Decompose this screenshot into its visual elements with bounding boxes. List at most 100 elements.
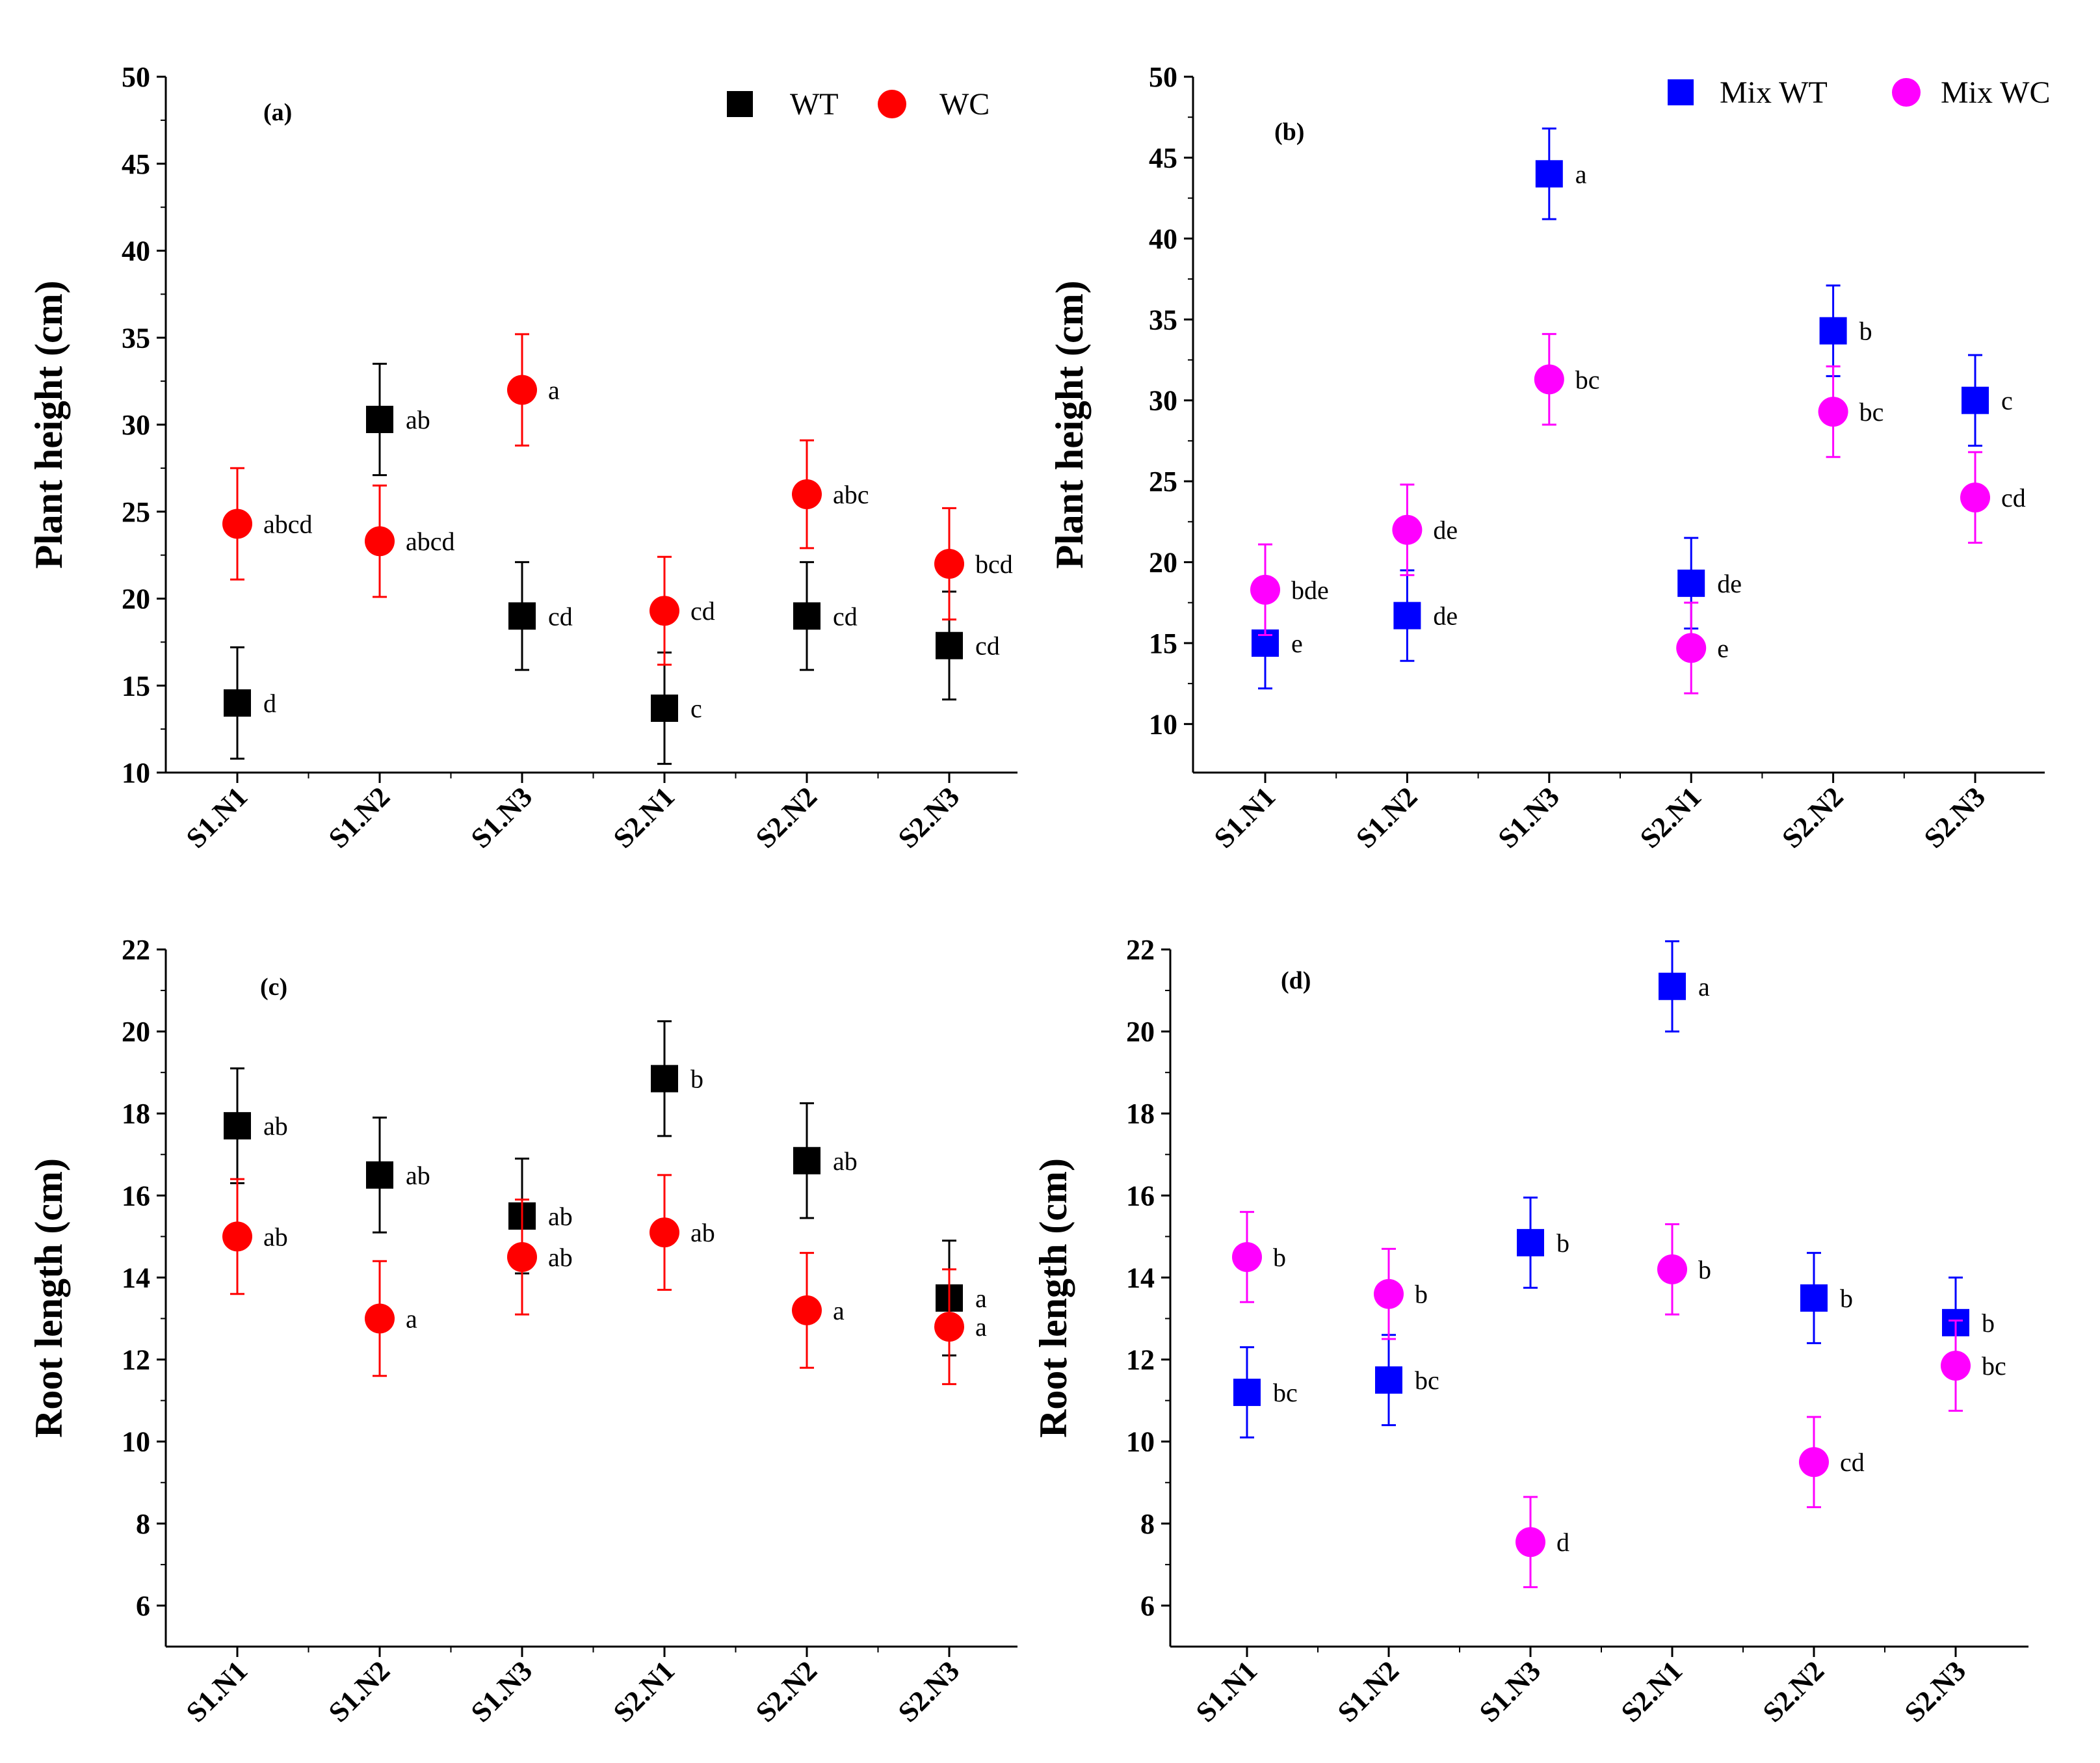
x-tick-label: S2.N3 <box>892 780 965 854</box>
significance-label: de <box>1717 569 1742 598</box>
series-mix-wc: b b d b cd bc <box>1232 1211 2006 1589</box>
significance-label: b <box>690 1065 703 1094</box>
y-tick-label: 16 <box>122 1180 150 1212</box>
significance-label: d <box>263 689 276 718</box>
y-tick-label: 15 <box>1149 628 1177 659</box>
y-tick-label: 45 <box>1149 142 1177 174</box>
data-point-square <box>1800 1284 1828 1312</box>
significance-label: de <box>1433 602 1458 631</box>
y-tick-label: 20 <box>1126 1016 1155 1048</box>
data-point-square <box>1535 160 1563 188</box>
y-tick-label: 40 <box>122 235 150 267</box>
significance-label: b <box>1982 1308 1995 1338</box>
significance-label: cd <box>690 596 715 626</box>
significance-label: ab <box>548 1243 573 1272</box>
y-tick-label: 14 <box>1126 1262 1155 1293</box>
data-point-square <box>508 602 536 630</box>
y-tick-label: 10 <box>122 1426 150 1458</box>
significance-label: cd <box>2001 483 2026 512</box>
x-tick-label: S2.N1 <box>1634 780 1707 854</box>
significance-label: ab <box>406 405 430 434</box>
data-point-circle <box>934 549 964 579</box>
x-tick-label: S1.N1 <box>180 780 254 854</box>
data-point-circle <box>1818 397 1848 427</box>
legend: Mix WT Mix WC <box>1668 75 2050 110</box>
y-tick-label: 45 <box>122 148 150 180</box>
x-tick-label: S1.N3 <box>1473 1654 1547 1728</box>
y-tick-label: 30 <box>122 409 150 441</box>
x-tick-label: S1.N2 <box>322 780 396 854</box>
data-point-square <box>651 1065 678 1093</box>
y-tick-label: 20 <box>1149 547 1177 579</box>
x-tick-label: S2.N3 <box>1898 1654 1972 1728</box>
x-tick-label: S2.N3 <box>892 1654 965 1728</box>
significance-label: cd <box>833 602 858 631</box>
y-axis-title: Root length (cm) <box>1032 1158 1075 1438</box>
x-tick-label: S1.N1 <box>1208 780 1281 854</box>
significance-label: bc <box>1982 1351 2006 1381</box>
x-tick-label: S2.N1 <box>607 1654 681 1728</box>
significance-label: bc <box>1859 397 1884 427</box>
data-point-square <box>1393 602 1421 630</box>
panel-tag: (c) <box>260 974 287 1001</box>
legend-label: WC <box>939 87 990 122</box>
data-point-square <box>1233 1379 1261 1407</box>
y-tick-label: 12 <box>1126 1344 1155 1376</box>
significance-label: a <box>406 1305 417 1334</box>
x-tick-label: S2.N1 <box>607 780 681 854</box>
legend-marker-square <box>1668 79 1694 105</box>
data-point-circle <box>1374 1279 1404 1309</box>
y-tick-label: 15 <box>122 670 150 702</box>
data-point-circle <box>650 1217 679 1248</box>
y-tick-label: 10 <box>122 757 150 789</box>
x-tick-label: S1.N2 <box>1350 780 1423 854</box>
legend-label: Mix WT <box>1720 75 1828 110</box>
data-point-square <box>1819 317 1847 345</box>
data-point-square <box>1677 569 1705 597</box>
data-point-square <box>366 405 393 433</box>
significance-label: b <box>1698 1255 1711 1284</box>
data-point-square <box>366 1161 393 1189</box>
x-tick-label: S1.N1 <box>1190 1654 1263 1728</box>
significance-label: ab <box>263 1222 288 1251</box>
data-point-square <box>1659 972 1686 1000</box>
data-point-circle <box>1676 633 1707 663</box>
significance-label: e <box>1291 629 1303 658</box>
significance-label: b <box>1556 1228 1569 1258</box>
y-tick-label: 6 <box>1140 1590 1155 1622</box>
y-tick-label: 50 <box>122 61 150 93</box>
significance-label: e <box>1717 633 1729 663</box>
y-tick-label: 22 <box>122 934 150 966</box>
panel-d: 6 8 10 12 14 16 18 20 22 S1.N1 S1.N2 S1.N3 S2.N1 S2.N… <box>1032 934 2028 1729</box>
legend-label: Mix WC <box>1941 75 2050 110</box>
panel-tag: (d) <box>1281 967 1311 994</box>
y-tick-label: 16 <box>1126 1180 1155 1212</box>
significance-label: ab <box>833 1147 858 1176</box>
y-tick-label: 35 <box>1149 304 1177 336</box>
data-point-circle <box>365 526 395 557</box>
significance-label: a <box>1698 972 1710 1001</box>
data-point-circle <box>1392 514 1423 545</box>
significance-label: a <box>548 376 560 405</box>
significance-label: bde <box>1291 576 1329 605</box>
legend-marker-circle <box>1892 78 1921 107</box>
x-tick-label: S1.N3 <box>1492 780 1566 854</box>
significance-label: ab <box>548 1202 573 1231</box>
panel-a: 10 15 20 25 30 35 40 45 50 S1.N1 S1.N2 S1.N3 S2.N1 S2… <box>27 61 1017 855</box>
significance-label: abc <box>833 480 869 509</box>
legend: WT WC <box>727 87 990 122</box>
y-tick-label: 12 <box>122 1344 150 1376</box>
significance-label: bcd <box>975 550 1013 579</box>
data-point-circle <box>934 1312 964 1342</box>
significance-label: bc <box>1415 1366 1439 1395</box>
data-point-square <box>1375 1366 1402 1394</box>
data-point-circle <box>507 375 537 405</box>
x-tick-label: S2.N2 <box>1776 780 1849 854</box>
significance-label: ab <box>263 1111 288 1141</box>
data-point-square <box>651 695 678 722</box>
series-wt: ab ab ab b ab a <box>224 1020 987 1357</box>
y-axis-title: Plant height (cm) <box>27 280 70 568</box>
data-point-square <box>793 1147 820 1174</box>
